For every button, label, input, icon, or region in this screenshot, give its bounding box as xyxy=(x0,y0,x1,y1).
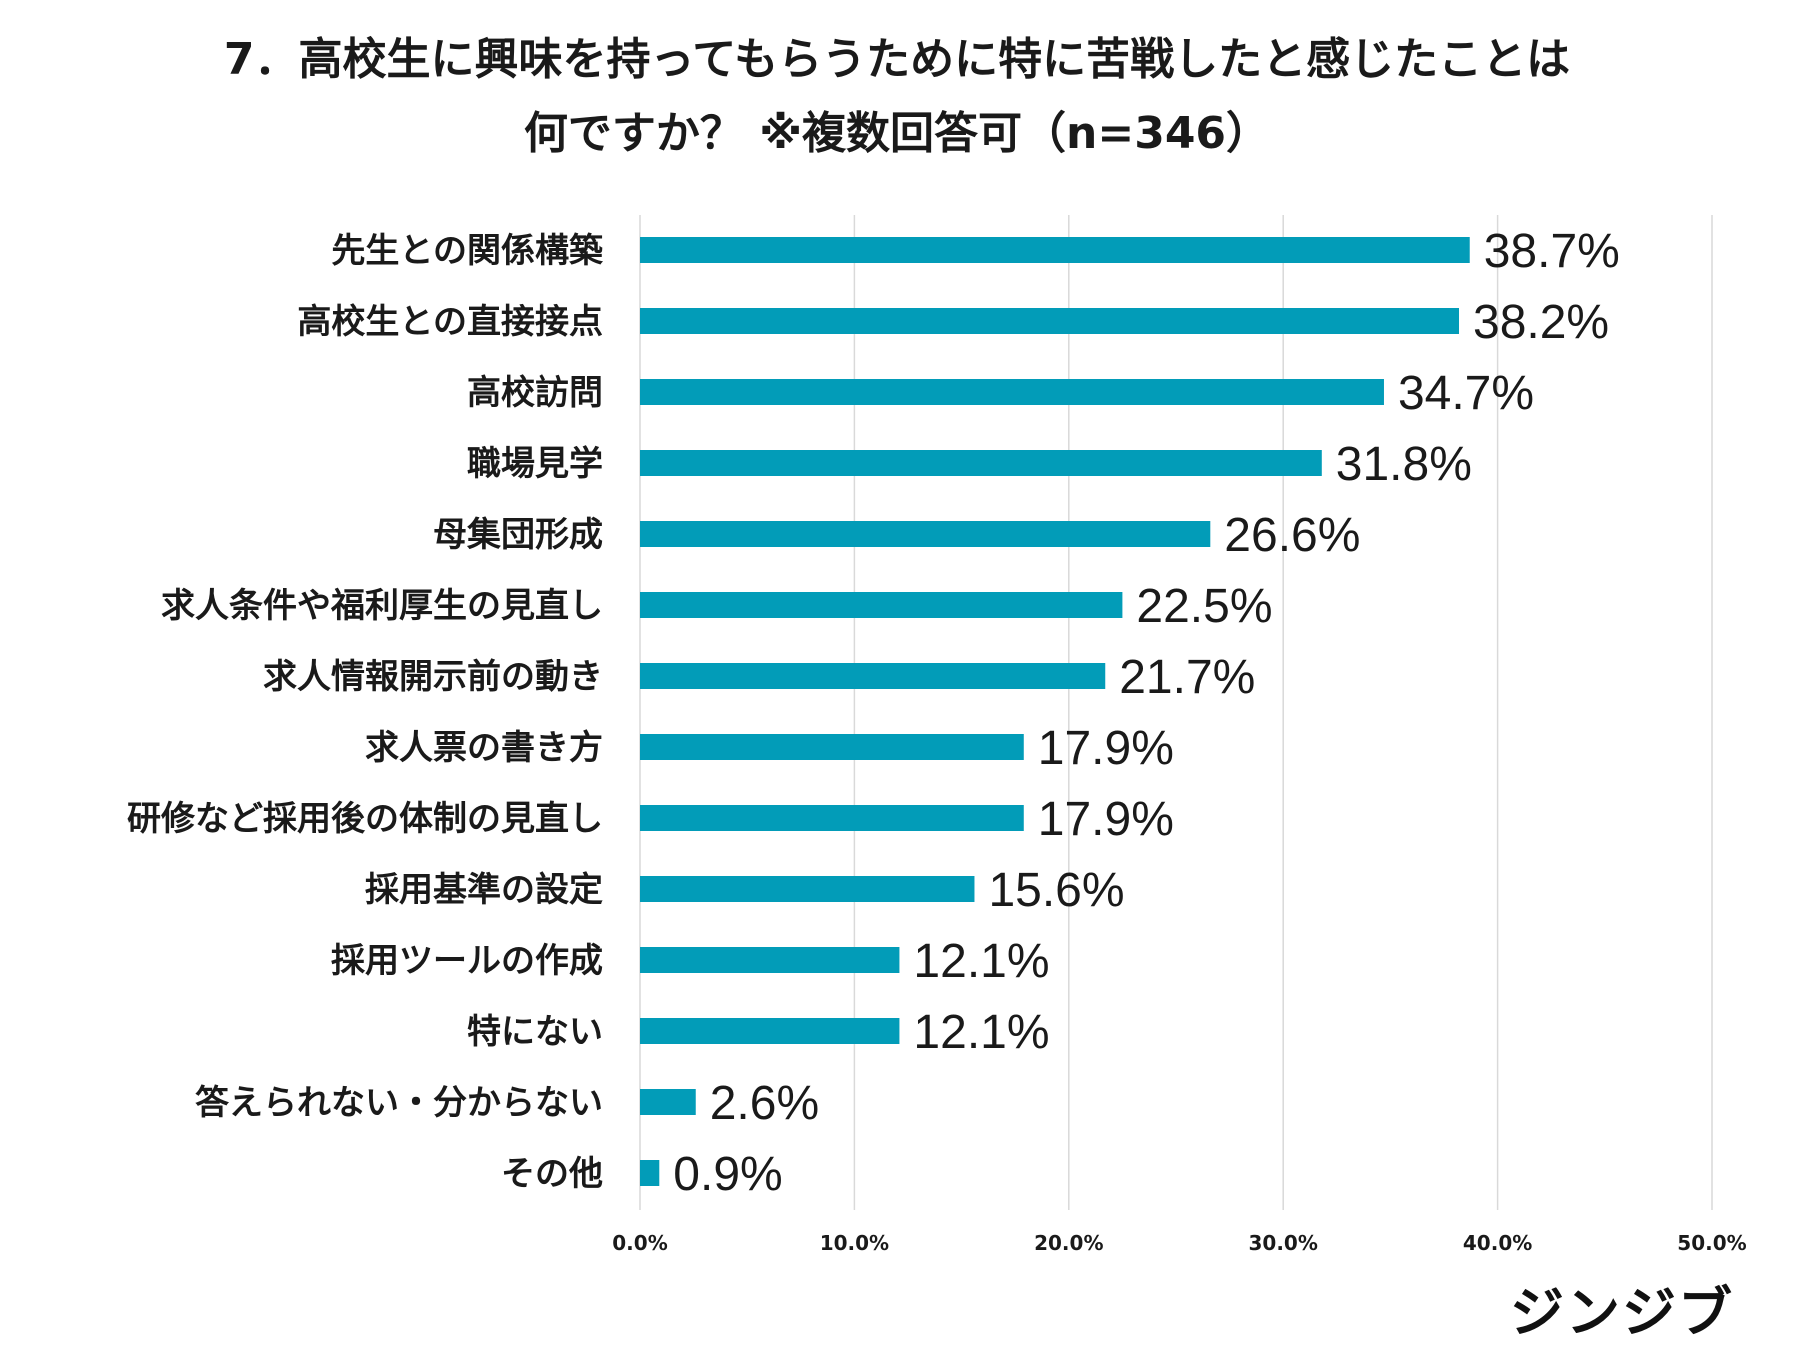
data-label: 17.9% xyxy=(1038,722,1174,775)
category-label: 研修など採用後の体制の見直し xyxy=(127,799,603,839)
bar xyxy=(640,450,1322,476)
x-tick-label: 50.0% xyxy=(1677,1231,1746,1255)
data-label: 31.8% xyxy=(1336,438,1472,491)
category-label: 採用基準の設定 xyxy=(365,870,603,910)
data-label: 38.2% xyxy=(1473,296,1609,349)
category-label: 職場見学 xyxy=(467,444,603,484)
bar xyxy=(640,663,1106,689)
data-label: 17.9% xyxy=(1038,793,1174,846)
bar xyxy=(640,947,900,973)
category-label: 求人情報開示前の動き xyxy=(263,657,603,697)
bar xyxy=(640,379,1384,405)
category-label: 特にない xyxy=(467,1012,603,1052)
x-tick-label: 20.0% xyxy=(1034,1231,1103,1255)
bar xyxy=(640,237,1470,263)
bar xyxy=(640,308,1460,334)
category-label: 求人票の書き方 xyxy=(365,728,603,768)
data-label: 0.9% xyxy=(673,1148,782,1201)
bar xyxy=(640,592,1123,618)
data-label: 12.1% xyxy=(913,935,1049,988)
bar xyxy=(640,876,975,902)
category-label: 高校生との直接接点 xyxy=(297,302,603,342)
x-tick-label: 0.0% xyxy=(612,1231,667,1255)
bar xyxy=(640,1018,900,1044)
data-label: 22.5% xyxy=(1136,580,1272,633)
bar xyxy=(640,521,1211,547)
x-tick-label: 10.0% xyxy=(820,1231,889,1255)
bar xyxy=(640,805,1024,831)
data-label: 26.6% xyxy=(1224,509,1360,562)
data-label: 15.6% xyxy=(988,864,1124,917)
data-label: 2.6% xyxy=(710,1077,819,1130)
data-label: 21.7% xyxy=(1119,651,1255,704)
x-tick-label: 40.0% xyxy=(1463,1231,1532,1255)
data-label: 34.7% xyxy=(1398,367,1534,420)
category-label: 母集団形成 xyxy=(433,515,603,555)
category-label: 高校訪問 xyxy=(467,373,603,413)
data-label: 38.7% xyxy=(1484,225,1620,278)
x-tick-label: 30.0% xyxy=(1249,1231,1318,1255)
chart-title-line2: 何ですか？ ※複数回答可（n=346） xyxy=(523,108,1271,159)
bar xyxy=(640,1160,660,1186)
category-label: 求人条件や福利厚生の見直し xyxy=(161,586,603,626)
brand-logo: ジンジブ xyxy=(1510,1281,1734,1344)
bar xyxy=(640,1089,696,1115)
chart-title-line1: 7．高校生に興味を持ってもらうために特に苦戦したと感じたことは xyxy=(223,34,1571,85)
bar xyxy=(640,734,1024,760)
category-label: 先生との関係構築 xyxy=(331,231,604,271)
data-label: 12.1% xyxy=(913,1006,1049,1059)
category-label: 答えられない・分からない xyxy=(195,1083,603,1123)
category-label: その他 xyxy=(501,1154,603,1194)
category-label: 採用ツールの作成 xyxy=(331,941,603,981)
